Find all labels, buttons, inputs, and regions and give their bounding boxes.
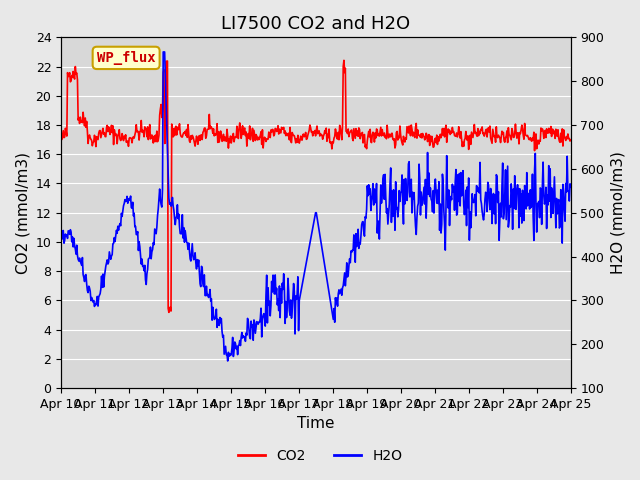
Y-axis label: CO2 (mmol/m3): CO2 (mmol/m3) (15, 152, 30, 274)
Title: LI7500 CO2 and H2O: LI7500 CO2 and H2O (221, 15, 410, 33)
Legend: CO2, H2O: CO2, H2O (232, 443, 408, 468)
Text: WP_flux: WP_flux (97, 51, 156, 65)
X-axis label: Time: Time (297, 417, 335, 432)
Y-axis label: H2O (mmol/m3): H2O (mmol/m3) (610, 151, 625, 274)
